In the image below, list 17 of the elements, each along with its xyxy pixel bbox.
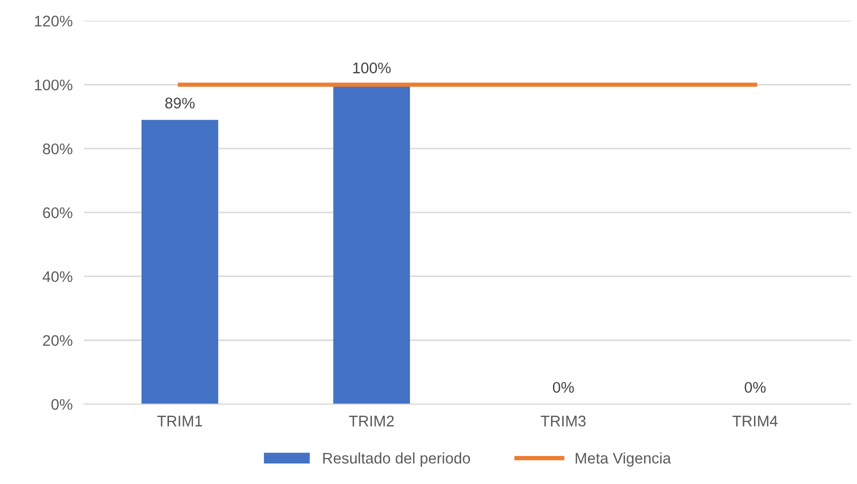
data-label: 0%: [552, 382, 574, 393]
data-label: 89%: [165, 98, 195, 108]
legend-label: Meta Vigencia: [576, 452, 672, 467]
y-tick-label: 0%: [51, 399, 72, 410]
y-tick-label: 20%: [43, 335, 72, 346]
x-tick-label: TRIM1: [157, 416, 202, 426]
y-tick-label: 60%: [43, 207, 72, 218]
data-label: 100%: [353, 62, 391, 74]
y-tick-label: 80%: [42, 143, 72, 154]
data-label: 0%: [744, 382, 766, 393]
y-tick-label: 40%: [42, 271, 72, 282]
y-tick-label: 120%: [34, 16, 72, 26]
x-tick-label: TRIM2: [349, 416, 394, 426]
legend-label: Resultado del periodo: [323, 452, 470, 467]
y-tick-label: 100%: [34, 80, 72, 90]
x-tick-label: TRIM3: [540, 416, 586, 426]
x-tick-label: TRIM4: [732, 416, 778, 426]
